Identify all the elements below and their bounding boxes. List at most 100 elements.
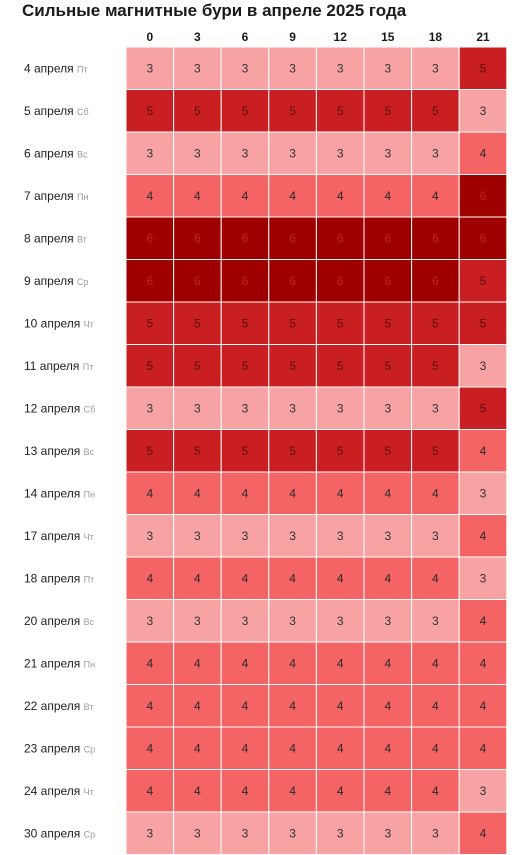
heatmap-cell <box>411 344 460 388</box>
cell-value-label: 4 <box>432 784 439 798</box>
cell-value-label: 4 <box>480 146 487 160</box>
heatmap-cell <box>458 174 508 218</box>
heatmap-cell <box>268 174 317 218</box>
row-date: 10 апреля <box>24 316 84 330</box>
cell-value-label: 6 <box>242 274 249 288</box>
row-date: 14 апреля <box>24 486 84 500</box>
cell-value-label: 3 <box>432 401 439 415</box>
cell-value-label: 3 <box>289 61 296 75</box>
heatmap-cell <box>411 46 460 90</box>
cell-value-label: 3 <box>242 529 249 543</box>
cell-value-label: 4 <box>242 486 249 500</box>
row-label: 22 апреля Вт <box>24 699 93 713</box>
heatmap-cell <box>125 429 175 473</box>
heatmap-cell <box>220 386 270 430</box>
cell-value-label: 3 <box>337 401 344 415</box>
cell-value-label: 4 <box>242 699 249 713</box>
cell-value-label: 3 <box>384 61 391 75</box>
heatmap-cell <box>268 641 317 685</box>
cell-value-label: 4 <box>480 614 487 628</box>
column-label-12: 12 <box>334 30 348 44</box>
row-weekday: Сб <box>77 107 89 117</box>
cell-value-label: 3 <box>384 614 391 628</box>
cell-value-label: 6 <box>384 231 391 245</box>
row-weekday: Ср <box>84 744 96 754</box>
cell-value-label: 5 <box>384 104 391 118</box>
heatmap-cell <box>125 641 175 685</box>
cell-value-label: 4 <box>384 571 391 585</box>
heatmap-cell <box>458 344 508 388</box>
row-label: 9 апреля Ср <box>24 274 88 288</box>
cell-value-label: 6 <box>242 231 249 245</box>
row-date: 18 апреля <box>24 571 84 585</box>
heatmap-cell <box>268 769 317 813</box>
heatmap-cell <box>458 514 508 558</box>
heatmap-cell <box>173 769 222 813</box>
heatmap-cell <box>173 131 222 175</box>
cell-value-label: 4 <box>384 741 391 755</box>
cell-value-label: 5 <box>146 316 153 330</box>
heatmap-cell <box>458 684 508 728</box>
row-label: 21 апреля Пн <box>24 656 95 670</box>
row-label: 8 апреля Вт <box>24 231 87 245</box>
heatmap-cell <box>363 514 413 558</box>
cell-value-label: 4 <box>432 699 439 713</box>
cell-value-label: 5 <box>242 359 249 373</box>
row-label: 24 апреля Чт <box>24 784 94 798</box>
heatmap-cell <box>411 514 460 558</box>
cell-value-label: 3 <box>289 146 296 160</box>
heatmap-cell <box>220 769 270 813</box>
cell-value-label: 5 <box>146 104 153 118</box>
row-weekday: Вс <box>77 149 88 159</box>
row-label: 23 апреля Ср <box>24 741 95 755</box>
cell-value-label: 4 <box>337 486 344 500</box>
heatmap-cell <box>458 216 508 260</box>
cell-value-label: 4 <box>146 571 153 585</box>
heatmap-cell <box>268 429 317 473</box>
row-weekday: Вс <box>84 617 95 627</box>
heatmap-cell <box>315 386 365 430</box>
cell-value-label: 4 <box>384 699 391 713</box>
heatmap-cell <box>458 89 508 133</box>
cell-value-label: 4 <box>289 741 296 755</box>
cell-value-label: 4 <box>480 826 487 840</box>
heatmap-cell <box>363 216 413 260</box>
cell-value-label: 4 <box>194 699 201 713</box>
cell-value-label: 4 <box>337 189 344 203</box>
cell-value-label: 5 <box>289 444 296 458</box>
cell-value-label: 4 <box>384 656 391 670</box>
cell-value-label: 3 <box>337 61 344 75</box>
cell-value-label: 4 <box>289 699 296 713</box>
cell-value-label: 6 <box>289 231 296 245</box>
cell-value-label: 3 <box>194 61 201 75</box>
heatmap-cell <box>363 301 413 345</box>
cell-value-label: 6 <box>337 274 344 288</box>
cell-value-label: 4 <box>242 784 249 798</box>
cell-value-label: 3 <box>432 826 439 840</box>
heatmap-cell <box>411 684 460 728</box>
cell-value-label: 3 <box>289 826 296 840</box>
heatmap-cell <box>411 174 460 218</box>
cell-value-label: 3 <box>480 784 487 798</box>
cell-value-label: 3 <box>146 614 153 628</box>
cell-value-label: 6 <box>289 274 296 288</box>
cell-value-label: 5 <box>337 359 344 373</box>
column-label-9: 9 <box>289 30 296 44</box>
cell-value-label: 3 <box>432 529 439 543</box>
heatmap-cell <box>173 641 222 685</box>
heatmap-cell <box>220 89 270 133</box>
row-weekday: Пн <box>84 659 95 669</box>
cell-value-label: 3 <box>146 401 153 415</box>
column-label-6: 6 <box>242 30 249 44</box>
cell-value-label: 5 <box>480 274 487 288</box>
cell-value-label: 3 <box>289 401 296 415</box>
cell-value-label: 4 <box>480 741 487 755</box>
heatmap-cell <box>458 471 508 515</box>
heatmap-cell <box>268 556 317 600</box>
cell-value-label: 6 <box>480 231 487 245</box>
heatmap-cell <box>220 131 270 175</box>
row-label: 14 апреля Пн <box>24 486 95 500</box>
cell-value-label: 4 <box>432 486 439 500</box>
cell-value-label: 3 <box>194 614 201 628</box>
cell-value-label: 3 <box>242 401 249 415</box>
